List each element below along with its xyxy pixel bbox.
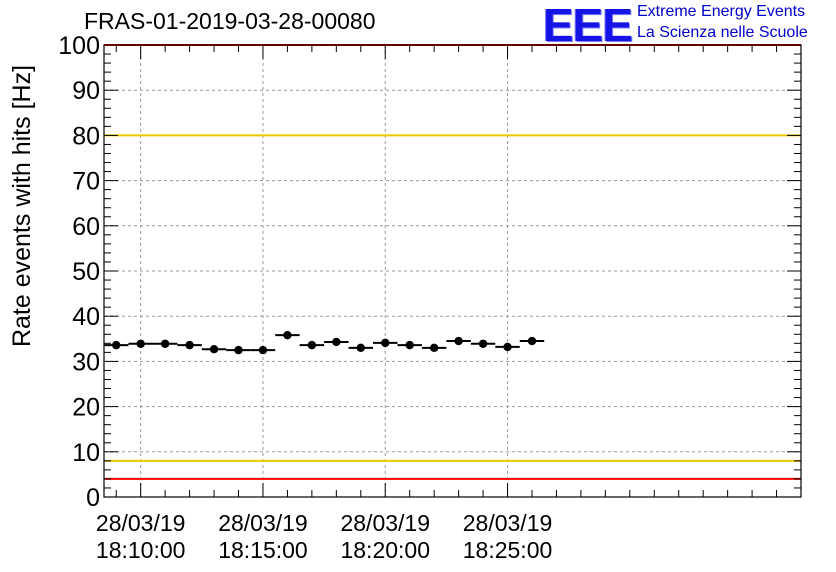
data-point bbox=[356, 343, 365, 353]
tick-labels: 010203040506070809010028/03/1918:10:0028… bbox=[58, 32, 552, 563]
y-tick-label: 60 bbox=[72, 213, 100, 241]
data-point bbox=[307, 340, 317, 350]
data-point bbox=[405, 340, 414, 350]
eee-logo: EEE bbox=[543, 0, 633, 51]
x-tick-time-label: 18:20:00 bbox=[340, 537, 430, 563]
data-point bbox=[527, 336, 537, 346]
data-point bbox=[234, 345, 243, 355]
x-tick-time-label: 18:25:00 bbox=[463, 537, 553, 563]
data-point bbox=[258, 345, 268, 355]
data-point bbox=[332, 337, 341, 347]
logo-line-1: Extreme Energy Events bbox=[637, 3, 806, 20]
axes bbox=[103, 44, 802, 498]
data-point bbox=[381, 338, 390, 348]
data-point bbox=[454, 336, 463, 346]
y-tick-label: 70 bbox=[72, 168, 100, 196]
x-tick-time-label: 18:10:00 bbox=[96, 537, 186, 563]
y-axis-label: Rate events with hits [Hz] bbox=[8, 65, 36, 347]
data-point bbox=[209, 344, 219, 354]
data-point bbox=[160, 339, 170, 348]
data-point bbox=[429, 343, 439, 353]
data-point bbox=[185, 340, 194, 350]
chart-title: FRAS-01-2019-03-28-00080 bbox=[84, 8, 376, 34]
x-tick-date-label: 28/03/19 bbox=[463, 510, 553, 536]
x-tick-date-label: 28/03/19 bbox=[96, 510, 186, 536]
logo-line-2: La Scienza nelle Scuole bbox=[637, 24, 808, 41]
data-point bbox=[478, 339, 488, 348]
y-tick-label: 90 bbox=[72, 77, 100, 105]
grid-lines bbox=[104, 45, 801, 497]
data-point bbox=[136, 339, 145, 348]
y-tick-label: 40 bbox=[72, 303, 100, 331]
y-tick-label: 30 bbox=[72, 348, 100, 376]
reference-lines bbox=[104, 44, 801, 480]
y-tick-label: 20 bbox=[72, 394, 100, 422]
y-tick-label: 50 bbox=[72, 258, 100, 286]
y-tick-label: 100 bbox=[58, 32, 100, 60]
y-tick-label: 0 bbox=[86, 484, 100, 512]
data-point bbox=[503, 342, 512, 352]
y-tick-label: 10 bbox=[72, 439, 100, 467]
x-tick-time-label: 18:15:00 bbox=[218, 537, 308, 563]
x-tick-date-label: 28/03/19 bbox=[340, 510, 430, 536]
y-tick-label: 80 bbox=[72, 122, 100, 150]
data-points bbox=[104, 330, 545, 355]
x-tick-date-label: 28/03/19 bbox=[218, 510, 308, 536]
data-point bbox=[112, 340, 121, 350]
data-point bbox=[283, 330, 292, 340]
